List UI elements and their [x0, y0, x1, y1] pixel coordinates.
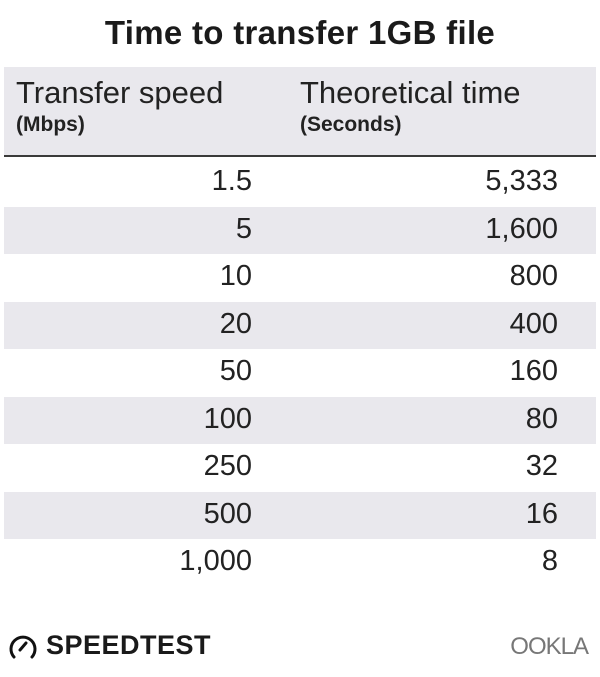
- cell-speed: 100: [203, 402, 252, 435]
- cell-time: 800: [509, 260, 558, 292]
- chart-title: Time to transfer 1GB file: [104, 14, 496, 51]
- cell-time: 1,600: [485, 212, 558, 245]
- table-row: 100 80: [4, 396, 596, 444]
- cell-speed: 50: [219, 355, 252, 387]
- table-row: 5 1,600: [4, 206, 596, 254]
- table-row: 20 400: [4, 301, 596, 349]
- column-header-time: Theoretical time (Seconds): [300, 75, 521, 137]
- column-header-label: Transfer speed: [16, 75, 224, 110]
- column-header-unit: (Mbps): [16, 113, 85, 136]
- cell-time: 400: [509, 307, 558, 340]
- cell-speed: 500: [203, 497, 252, 530]
- cell-speed: 1.5: [211, 165, 252, 197]
- cell-time: 5,333: [485, 165, 558, 197]
- cell-speed: 10: [219, 260, 252, 292]
- cell-time: 8: [541, 545, 558, 577]
- cell-time: 32: [525, 450, 558, 482]
- table-row: 500 16: [4, 491, 596, 539]
- cell-speed: 1,000: [179, 545, 252, 577]
- column-header-label: Theoretical time: [300, 75, 521, 110]
- speedtest-logo: SPEEDTEST: [8, 630, 211, 661]
- cell-speed: 250: [203, 450, 252, 482]
- cell-time: 80: [525, 402, 558, 435]
- table-row: 250 32: [4, 444, 596, 492]
- column-header-speed: Transfer speed (Mbps): [16, 75, 223, 137]
- table-body: 1.5 5,333 5 1,600 10 800 20 400 50 160 100 80 250 32 5…: [4, 159, 596, 587]
- cell-speed: 20: [219, 307, 252, 340]
- table-row: 1,000 8: [4, 539, 596, 587]
- table-row: 10 800: [4, 254, 596, 302]
- table-row: 1.5 5,333: [4, 159, 596, 207]
- column-header-unit: (Seconds): [300, 113, 402, 136]
- cell-time: 16: [525, 497, 558, 530]
- ookla-logo: OOKLA: [510, 633, 589, 660]
- cell-time: 160: [509, 355, 558, 387]
- table-row: 50 160: [4, 349, 596, 397]
- cell-speed: 5: [235, 212, 252, 245]
- gauge-icon: [9, 635, 37, 658]
- table-header: Transfer speed (Mbps) Theoretical time (…: [4, 67, 596, 157]
- speedtest-wordmark: SPEEDTEST: [46, 630, 212, 660]
